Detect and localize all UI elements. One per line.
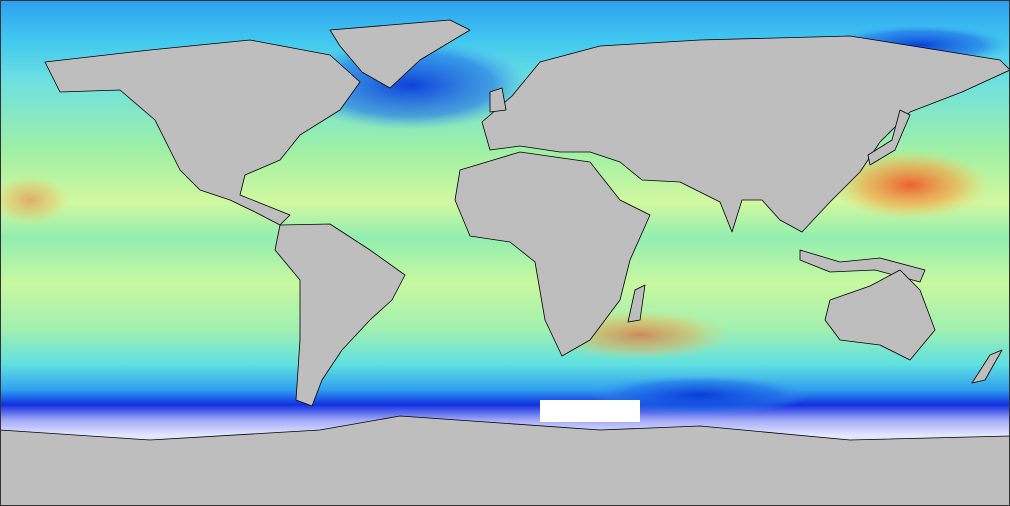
north-america [44,39,361,226]
japan [867,109,911,166]
new-zealand [971,349,1003,384]
greenland [329,19,471,89]
cold-region [290,40,530,130]
australia [824,269,936,361]
warm-region [830,150,990,220]
antarctica [0,415,1010,506]
africa [454,151,651,357]
south-america [274,223,406,407]
madagascar [627,284,646,323]
cold-region [590,375,810,415]
great-britain [489,87,507,113]
warm-region [0,175,70,225]
eurasia [481,35,1010,233]
ice-region [540,400,640,422]
